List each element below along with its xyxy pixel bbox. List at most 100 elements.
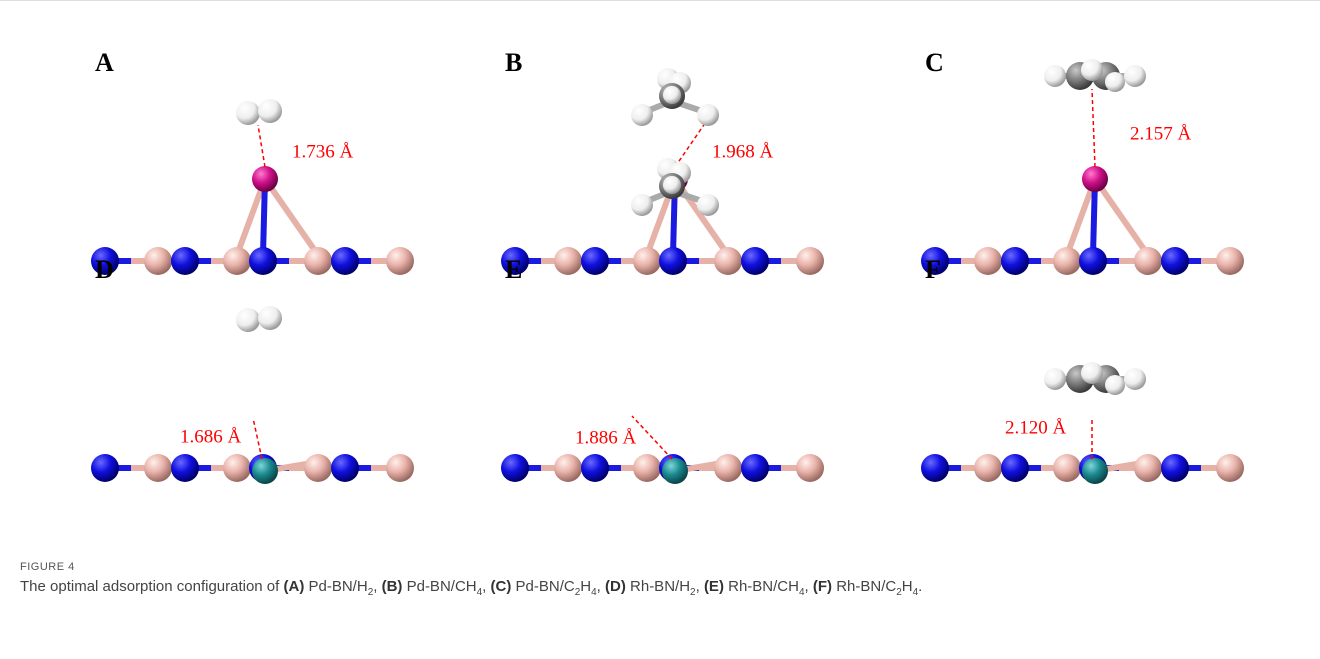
boron-atom xyxy=(1216,247,1244,275)
formula-part: Pd-BN/CH xyxy=(407,578,477,595)
formula-part: Rh-BN/H xyxy=(630,578,690,595)
nitrogen-atom xyxy=(171,454,199,482)
metal-atom xyxy=(252,458,278,484)
nitrogen-atom xyxy=(171,247,199,275)
boron-atom xyxy=(633,247,661,275)
caption-separator: , xyxy=(597,578,601,595)
panel-label: F xyxy=(925,255,941,284)
hydrogen-atom xyxy=(663,86,681,104)
distance-label: 2.120 Å xyxy=(1005,417,1067,438)
nitrogen-atom xyxy=(1079,247,1107,275)
nitrogen-atom xyxy=(741,454,769,482)
figure-caption: The optimal adsorption configuration of … xyxy=(20,578,922,598)
nitrogen-atom xyxy=(1161,247,1189,275)
metal-bond xyxy=(1095,179,1148,255)
nitrogen-atom xyxy=(249,247,277,275)
formula-part: H xyxy=(902,578,913,595)
boron-atom xyxy=(1216,454,1244,482)
boron-atom xyxy=(1053,247,1081,275)
panel-label: B xyxy=(505,48,522,77)
caption-item-label: (C) xyxy=(491,578,512,595)
boron-atom xyxy=(796,454,824,482)
figure-number: FIGURE 4 xyxy=(20,561,75,573)
boron-atom xyxy=(714,454,742,482)
formula-part: H xyxy=(580,578,591,595)
nitrogen-atom xyxy=(91,454,119,482)
nitrogen-atom xyxy=(331,454,359,482)
nitrogen-atom xyxy=(581,247,609,275)
boron-atom xyxy=(223,247,251,275)
boron-atom xyxy=(144,454,172,482)
boron-atom xyxy=(796,247,824,275)
hydrogen-atom xyxy=(258,99,282,123)
hydrogen-atom xyxy=(258,306,282,330)
hydrogen-atom xyxy=(1081,362,1103,384)
boron-atom xyxy=(1134,454,1162,482)
boron-atom xyxy=(304,247,332,275)
distance-label: 2.157 Å xyxy=(1130,123,1192,144)
metal-atom xyxy=(1082,458,1108,484)
caption-item-label: (B) xyxy=(382,578,403,595)
nitrogen-atom xyxy=(331,247,359,275)
boron-atom xyxy=(714,247,742,275)
metal-atom xyxy=(252,166,278,192)
boron-atom xyxy=(554,454,582,482)
metal-atom xyxy=(662,458,688,484)
boron-atom xyxy=(386,247,414,275)
formula-part: Pd-BN/H xyxy=(309,578,368,595)
caption-separator: , xyxy=(696,578,700,595)
caption-intro: The optimal adsorption configuration of xyxy=(20,578,279,595)
panel-label: E xyxy=(505,255,522,284)
boron-atom xyxy=(386,454,414,482)
distance-label: 1.686 Å xyxy=(180,426,242,447)
hydrogen-atom xyxy=(1105,375,1125,395)
caption-item-label: (D) xyxy=(605,578,626,595)
nitrogen-atom xyxy=(659,247,687,275)
caption-separator: . xyxy=(918,578,922,595)
panel-label: D xyxy=(95,255,114,284)
distance-label: 1.968 Å xyxy=(712,141,774,162)
adsorption-distance xyxy=(632,416,672,459)
nitrogen-atom xyxy=(921,454,949,482)
metal-atom xyxy=(1082,166,1108,192)
boron-atom xyxy=(304,454,332,482)
nitrogen-atom xyxy=(1001,247,1029,275)
hydrogen-atom xyxy=(697,104,719,126)
hydrogen-atom xyxy=(1124,65,1146,87)
metal-bond xyxy=(265,179,318,255)
boron-atom xyxy=(974,247,1002,275)
nitrogen-atom xyxy=(581,454,609,482)
panel-label: A xyxy=(95,48,114,77)
hydrogen-atom xyxy=(1044,65,1066,87)
hydrogen-atom xyxy=(663,176,681,194)
boron-atom xyxy=(974,454,1002,482)
hydrogen-atom xyxy=(1105,72,1125,92)
formula-part: Rh-BN/CH xyxy=(728,578,799,595)
boron-atom xyxy=(1134,247,1162,275)
adsorption-distance xyxy=(258,125,265,167)
hydrogen-atom xyxy=(236,308,260,332)
boron-atom xyxy=(223,454,251,482)
formula-part: Rh-BN/C xyxy=(836,578,896,595)
hydrogen-atom xyxy=(631,194,653,216)
caption-item-label: (A) xyxy=(284,578,305,595)
boron-atom xyxy=(554,247,582,275)
distance-label: 1.736 Å xyxy=(292,141,354,162)
boron-atom xyxy=(1053,454,1081,482)
adsorption-distance xyxy=(253,418,262,459)
nitrogen-atom xyxy=(1001,454,1029,482)
caption-separator: , xyxy=(373,578,377,595)
hydrogen-atom xyxy=(1124,368,1146,390)
nitrogen-atom xyxy=(741,247,769,275)
caption-separator: , xyxy=(805,578,809,595)
boron-atom xyxy=(144,247,172,275)
figure-image: A1.736 ÅB1.968 ÅC2.157 ÅD1.686 ÅE1.886 Å… xyxy=(0,1,1320,551)
formula-part: Pd-BN/C xyxy=(516,578,575,595)
figure-page: A1.736 ÅB1.968 ÅC2.157 ÅD1.686 ÅE1.886 Å… xyxy=(0,0,1320,659)
caption-item-label: (E) xyxy=(704,578,724,595)
hydrogen-atom xyxy=(1044,368,1066,390)
nitrogen-atom xyxy=(1161,454,1189,482)
nitrogen-atom xyxy=(501,454,529,482)
hydrogen-atom xyxy=(697,194,719,216)
hydrogen-atom xyxy=(1081,59,1103,81)
